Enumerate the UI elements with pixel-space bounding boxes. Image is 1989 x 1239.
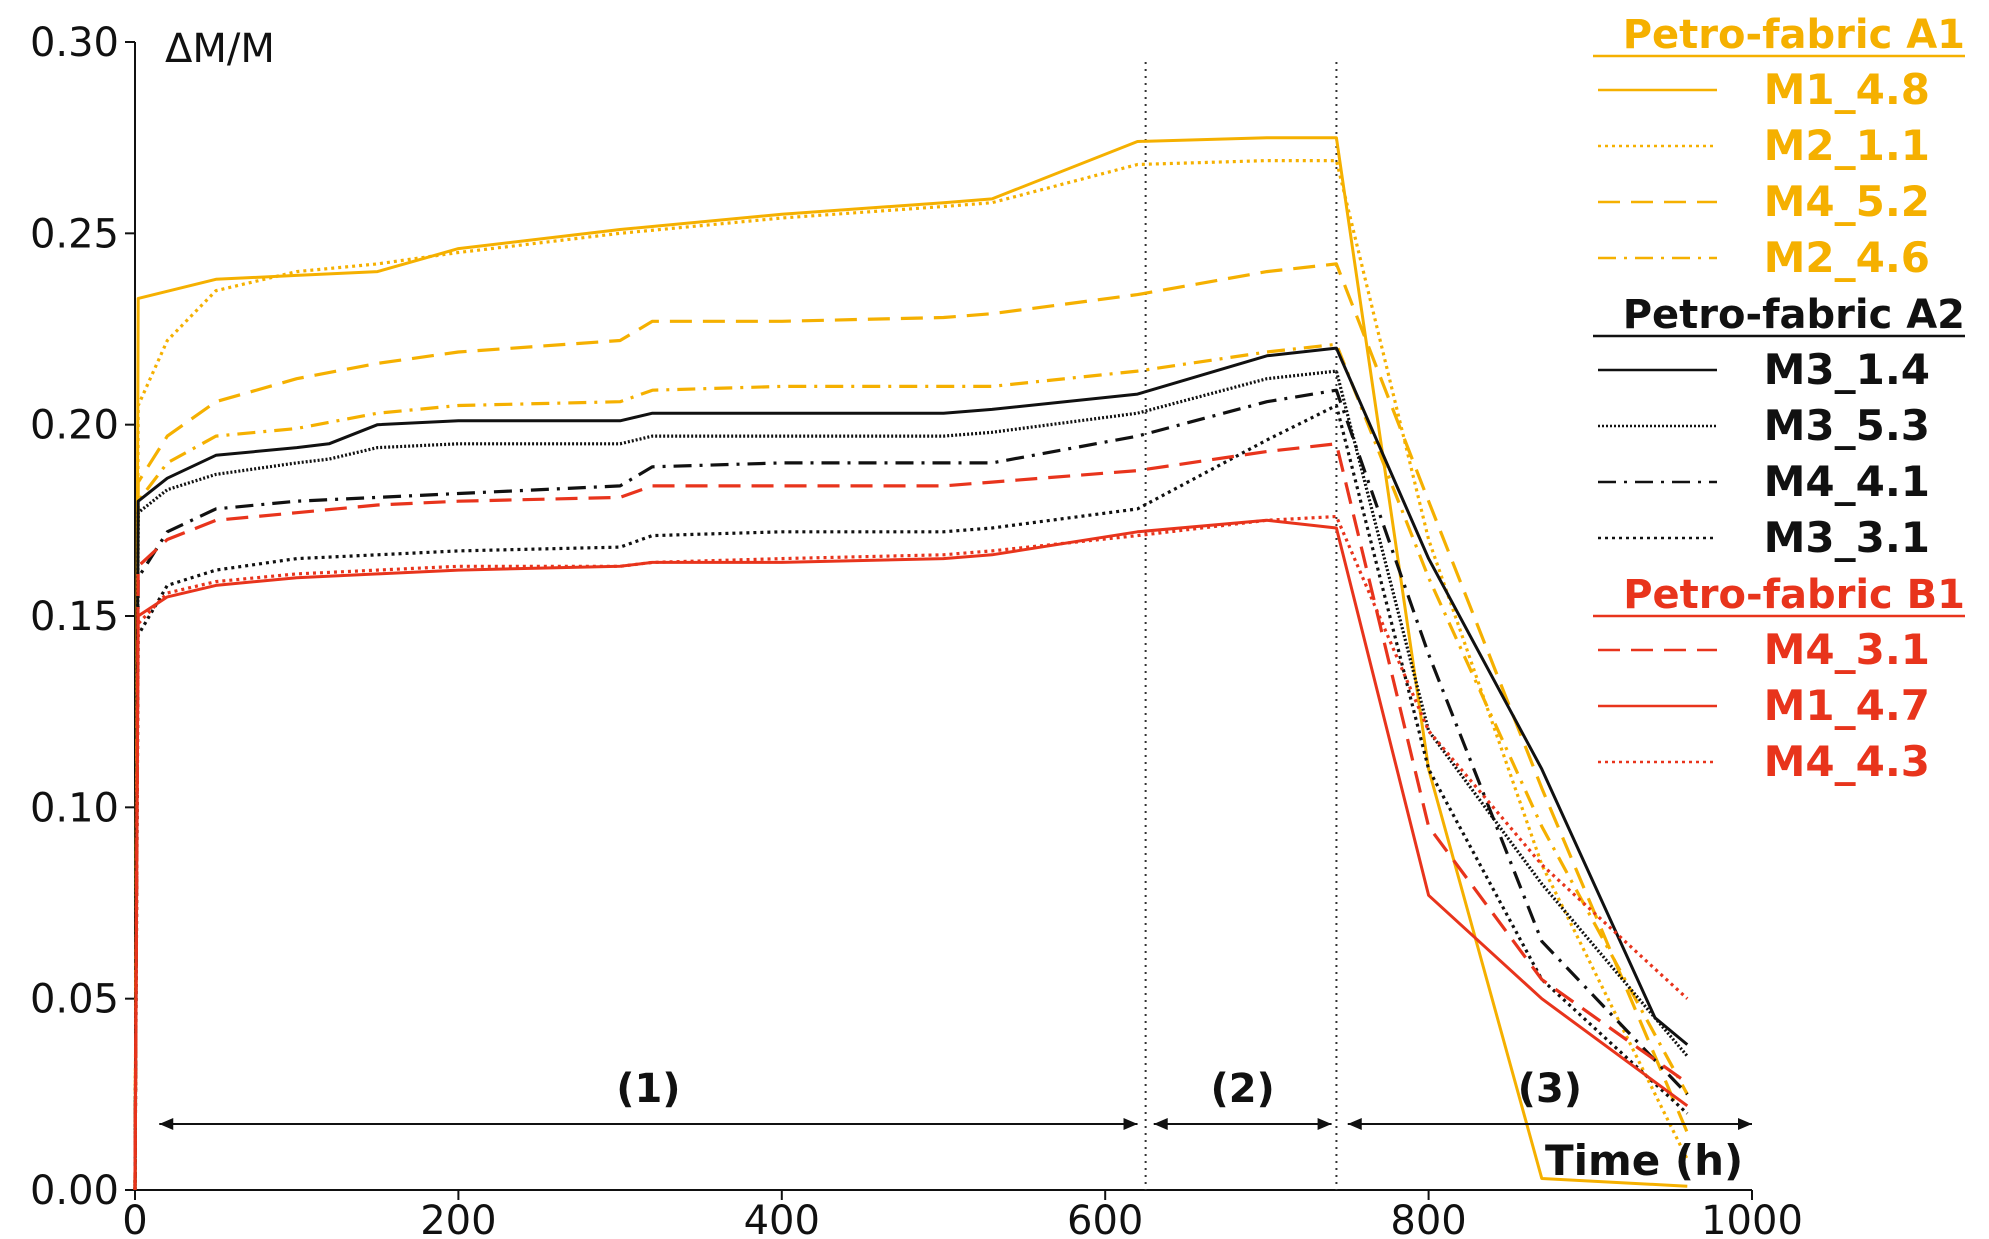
series-line-m1-4-7 xyxy=(133,518,1689,1191)
series-line-m4-3-1 xyxy=(133,442,1689,1191)
legend-entry-label: M4_4.3 xyxy=(1764,737,1930,786)
phase-lines xyxy=(1144,62,1338,1190)
series-line-m4-4-1 xyxy=(133,388,1689,1191)
legend-entry-label: M4_4.1 xyxy=(1764,457,1930,506)
legend-entry-label: M2_4.6 xyxy=(1764,233,1930,282)
legend-entry-label: M4_5.2 xyxy=(1764,177,1930,226)
y-ticks: 0.00 0.05 0.10 0.15 0.20 0.25 0.30 xyxy=(30,20,135,1214)
x-tick-label: 0 xyxy=(122,1198,147,1239)
y-tick-label: 0.30 xyxy=(30,20,119,66)
x-tick-label: 1000 xyxy=(1701,1198,1803,1239)
series-line-m4-4-3 xyxy=(133,514,1689,1191)
x-tick-label: 200 xyxy=(420,1198,496,1239)
phase-arrows: (1) (2) (3) xyxy=(159,1066,1752,1130)
phase-label: (1) xyxy=(616,1066,680,1112)
phase-arrowhead-right xyxy=(1738,1118,1752,1130)
x-tick-label: 400 xyxy=(744,1198,820,1239)
series-line-m3-3-1 xyxy=(133,403,1689,1191)
legend: Petro-fabric A1 M1_4.8 M2_1.1 M4_5.2 M2_4.6 P… xyxy=(1593,12,1965,786)
legend-group-title: Petro-fabric A1 xyxy=(1623,12,1965,58)
legend-entry-label: M2_1.1 xyxy=(1764,121,1930,170)
x-ticks: 0 200 400 600 800 1000 xyxy=(122,1190,1803,1239)
y-tick-label: 0.05 xyxy=(30,977,119,1023)
legend-entry-label: M4_3.1 xyxy=(1764,625,1930,674)
phase-arrowhead-left xyxy=(1347,1118,1362,1130)
legend-group-title: Petro-fabric A2 xyxy=(1623,292,1965,338)
phase-label: (3) xyxy=(1518,1066,1582,1112)
y-tick-label: 0.00 xyxy=(30,1168,119,1214)
y-axis-label: ΔM/M xyxy=(165,26,275,72)
legend-entry-label: M3_1.4 xyxy=(1764,345,1930,394)
series-line-m3-1-4 xyxy=(133,346,1689,1191)
y-tick-label: 0.25 xyxy=(30,211,119,257)
axes xyxy=(134,42,1752,1191)
x-tick-label: 600 xyxy=(1067,1198,1143,1239)
series-line-m2-4-6 xyxy=(133,342,1689,1191)
phase-arrowhead-left xyxy=(1153,1118,1168,1130)
legend-entry-label: M1_4.8 xyxy=(1764,65,1930,114)
phase-arrowhead-right xyxy=(1317,1118,1332,1130)
series-line-m1-4-8 xyxy=(133,136,1688,1191)
y-tick-label: 0.20 xyxy=(30,403,119,449)
series-line-m4-5-2 xyxy=(133,262,1689,1191)
x-axis-label: Time (h) xyxy=(1545,1136,1743,1185)
legend-group-title: Petro-fabric B1 xyxy=(1623,572,1965,618)
phase-label: (2) xyxy=(1210,1066,1274,1112)
phase-arrowhead-right xyxy=(1123,1118,1138,1130)
x-tick-label: 800 xyxy=(1390,1198,1466,1239)
y-tick-label: 0.10 xyxy=(30,785,119,831)
series-line-m2-1-1 xyxy=(133,159,1689,1191)
legend-entry-label: M1_4.7 xyxy=(1764,681,1930,730)
y-tick-label: 0.15 xyxy=(30,594,119,640)
legend-entry-label: M3_5.3 xyxy=(1764,401,1930,450)
legend-entry-label: M3_3.1 xyxy=(1764,513,1930,562)
series-layer xyxy=(133,136,1689,1191)
phase-arrowhead-left xyxy=(159,1118,174,1130)
series-line-m3-5-3 xyxy=(133,369,1689,1191)
